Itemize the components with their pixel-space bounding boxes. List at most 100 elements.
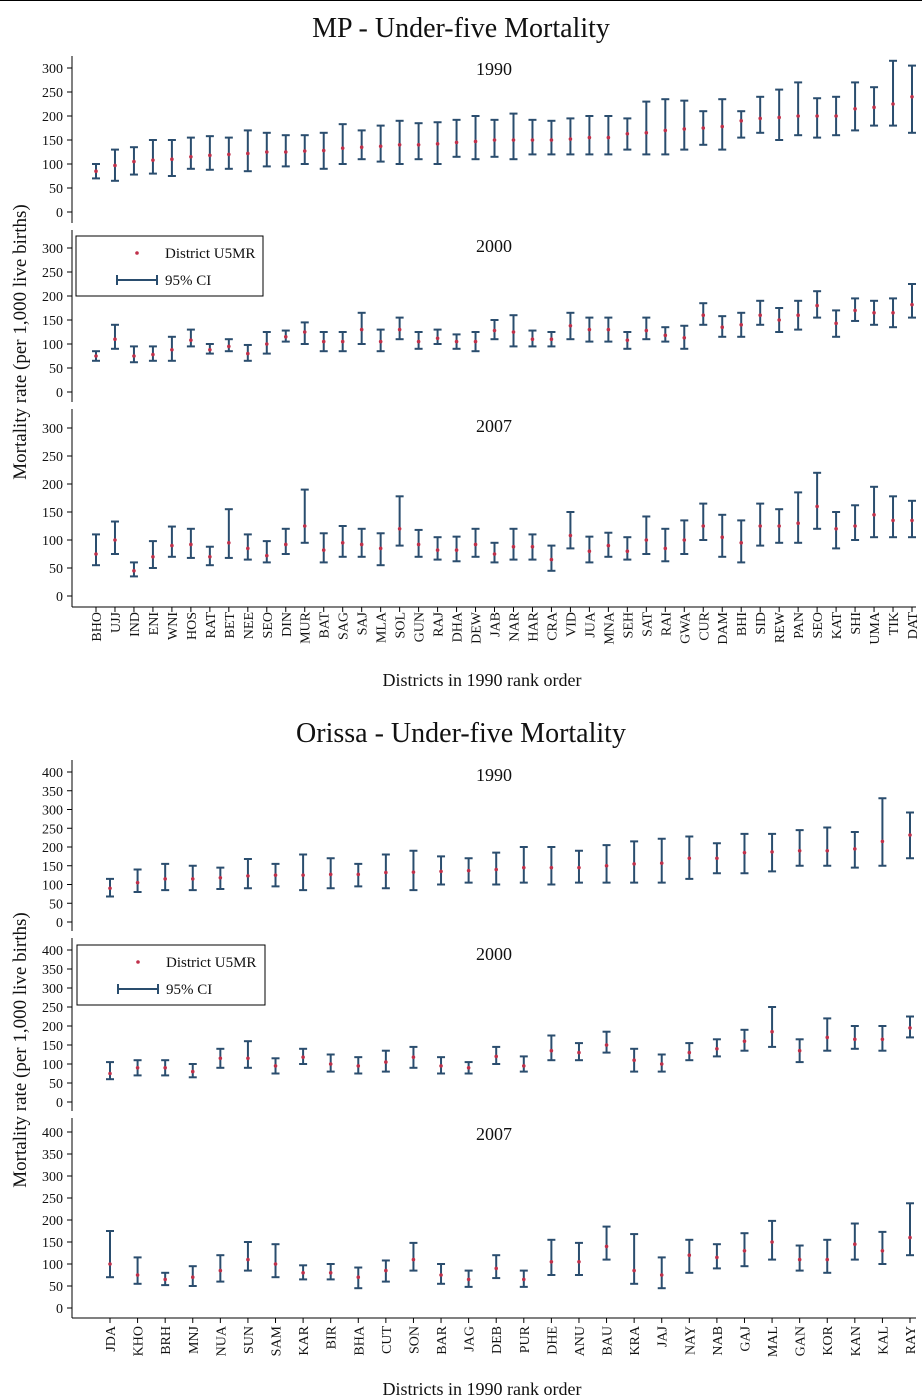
orissa-2000-u5mr-point-JAG xyxy=(466,1066,471,1070)
mp-2007-u5mr-point-DHA xyxy=(454,548,459,552)
mp-2007-u5mr-point-BET xyxy=(227,541,231,545)
mp-1990-u5mr-point-SEO xyxy=(264,150,269,154)
orissa-2007-u5mr-point-KRA xyxy=(632,1268,636,1273)
orissa-1990-u5mr-point-DEB xyxy=(494,867,499,872)
mp-panel-1990-y-tick-label: 200 xyxy=(42,110,63,125)
mp-1990-u5mr-point-VID xyxy=(568,137,573,141)
orissa-panel-1990-y-tick-label: 350 xyxy=(42,785,63,800)
mp-2007-u5mr-point-SEO xyxy=(264,553,269,558)
orissa-1990-u5mr-point-BAR xyxy=(439,869,443,874)
orissa-x-tick-label-KOR: KOR xyxy=(821,1325,836,1355)
mp-2007-u5mr-point-PAN xyxy=(796,521,800,525)
orissa-x-tick-label-SON: SON xyxy=(407,1326,422,1354)
orissa-2000-u5mr-point-CUT xyxy=(384,1060,388,1064)
mp-1990-u5mr-point-SAJ xyxy=(359,145,364,149)
mp-y-axis-label: Mortality rate (per 1,000 live births) xyxy=(10,204,31,479)
mp-2007-u5mr-point-CUR xyxy=(701,524,706,528)
mp-2000-u5mr-point-DEW xyxy=(473,339,478,344)
orissa-1990-u5mr-point-PUR xyxy=(521,865,526,870)
mp-1990-u5mr-point-DEW xyxy=(473,139,478,144)
orissa-x-tick-label-DEB: DEB xyxy=(490,1326,505,1354)
orissa-2007-u5mr-point-MAL xyxy=(770,1240,774,1244)
orissa-x-tick-label-MNJ: MNJ xyxy=(187,1325,202,1354)
mp-1990-u5mr-point-DHA xyxy=(454,140,459,145)
mp-panel-2007-y-tick-label: 50 xyxy=(49,562,63,577)
orissa-panel-label-1990: 1990 xyxy=(476,765,512,785)
orissa-panel-2007-y-tick-label: 150 xyxy=(42,1236,63,1251)
mp-x-tick-label-RAI: RAI xyxy=(659,612,674,636)
mp-x-tick-label-BHO: BHO xyxy=(90,612,105,642)
mp-2007-u5mr-point-HOS xyxy=(189,542,193,547)
mp-2007-u5mr-point-RAT xyxy=(208,555,212,559)
orissa-1990-u5mr-point-BRH xyxy=(163,877,167,881)
orissa-2000-u5mr-point-JDA xyxy=(108,1071,112,1076)
mp-1990-u5mr-point-SID xyxy=(758,116,762,121)
mp-x-tick-label-SAT: SAT xyxy=(640,612,655,637)
orissa-1990-u5mr-point-NAB xyxy=(715,856,719,861)
mp-2007-u5mr-point-MLA xyxy=(378,546,383,551)
mp-2000-u5mr-point-DIN xyxy=(283,335,288,339)
orissa-panel-2000-y-tick-label: 250 xyxy=(42,1001,63,1016)
mp-1990-u5mr-point-NEE xyxy=(246,151,250,156)
orissa-2000-u5mr-point-DHE xyxy=(549,1048,554,1053)
mp-x-axis-label: Districts in 1990 rank order xyxy=(383,670,582,690)
mp-2007-u5mr-point-SHI xyxy=(853,524,857,528)
orissa-x-tick-label-BIR: BIR xyxy=(325,1325,340,1349)
mp-panel-2007-y-tick-label: 250 xyxy=(42,450,63,465)
orissa-legend-ci-label: 95% CI xyxy=(166,982,212,998)
mp-panel-2007-y-tick-label: 100 xyxy=(42,534,63,549)
orissa-1990-u5mr-point-KHO xyxy=(135,880,140,885)
mp-panel-2000-y-tick-label: 300 xyxy=(42,242,63,257)
orissa-2007-u5mr-point-JDA xyxy=(108,1262,112,1266)
mp-2000-u5mr-point-RAT xyxy=(208,347,212,352)
orissa-x-tick-label-KHO: KHO xyxy=(132,1326,147,1356)
orissa-2000-u5mr-point-BIR xyxy=(328,1062,333,1066)
mp-x-tick-label-CUR: CUR xyxy=(697,611,712,640)
mp-1990-u5mr-point-DAM xyxy=(720,124,725,129)
orissa-x-tick-label-NAB: NAB xyxy=(711,1326,726,1356)
orissa-1990-u5mr-point-CUT xyxy=(384,870,388,875)
orissa-1990-u5mr-point-MAL xyxy=(770,850,774,854)
orissa-2000-u5mr-point-NUA xyxy=(218,1056,223,1061)
mp-1990-u5mr-point-NAR xyxy=(511,138,516,142)
orissa-2007-u5mr-point-BHA xyxy=(356,1275,361,1279)
mp-x-tick-label-DHA: DHA xyxy=(451,611,466,642)
mp-1990-u5mr-point-SAT xyxy=(644,131,649,135)
orissa-2007-u5mr-point-RAY xyxy=(908,1235,912,1240)
mp-panel-label-2007: 2007 xyxy=(476,416,512,436)
mp-x-tick-label-NEE: NEE xyxy=(242,612,257,639)
orissa-2000-u5mr-point-BHA xyxy=(356,1064,361,1068)
mp-panel-2000-y-tick-label: 50 xyxy=(49,362,63,377)
mp-x-tick-label-WNI: WNI xyxy=(166,612,181,640)
orissa-2007-u5mr-point-SON xyxy=(411,1257,416,1262)
orissa-panel-label-2007: 2007 xyxy=(476,1124,512,1144)
mp-x-tick-label-RAJ: RAJ xyxy=(432,611,447,636)
mp-1990-u5mr-point-GWA xyxy=(682,127,687,131)
mp-2000-u5mr-point-RAJ xyxy=(435,336,440,341)
mp-x-tick-label-REW: REW xyxy=(773,611,788,643)
orissa-x-tick-label-NAY: NAY xyxy=(683,1326,698,1355)
orissa-1990-u5mr-point-JAG xyxy=(466,868,471,873)
mp-x-tick-label-MUR: MUR xyxy=(299,611,314,644)
mp-2007-u5mr-point-KAT xyxy=(834,527,838,531)
orissa-x-tick-label-PUR: PUR xyxy=(518,1325,533,1353)
mp-x-tick-label-ENI: ENI xyxy=(147,612,162,636)
orissa-panel-2000-y-tick-label: 200 xyxy=(42,1020,63,1035)
mp-2000-u5mr-point-SID xyxy=(758,313,762,318)
orissa-1990-u5mr-point-BHA xyxy=(356,872,361,877)
orissa-2000-u5mr-point-GAN xyxy=(797,1048,802,1053)
orissa-2007-u5mr-point-NAB xyxy=(715,1255,719,1260)
mp-panel-2007-y-tick-label: 300 xyxy=(42,422,63,437)
mp-panel-2000-y-tick-label: 100 xyxy=(42,338,63,353)
orissa-legend-point-marker xyxy=(136,960,140,964)
orissa-2007-u5mr-point-BIR xyxy=(328,1271,333,1275)
mp-2000-u5mr-point-SOL xyxy=(397,327,402,332)
mp-panel-1990-y-tick-label: 250 xyxy=(42,86,63,101)
orissa-panel-2000-y-tick-label: 100 xyxy=(42,1058,63,1073)
mp-1990-u5mr-point-BHO xyxy=(94,169,98,173)
orissa-panel-2007-y-tick-label: 100 xyxy=(42,1258,63,1273)
orissa-2007-u5mr-point-ANU xyxy=(577,1260,581,1264)
orissa-1990-u5mr-point-NAY xyxy=(687,856,692,861)
orissa-panel-2007-y-tick-label: 0 xyxy=(56,1302,63,1317)
orissa-2000-u5mr-point-NAY xyxy=(687,1050,692,1055)
